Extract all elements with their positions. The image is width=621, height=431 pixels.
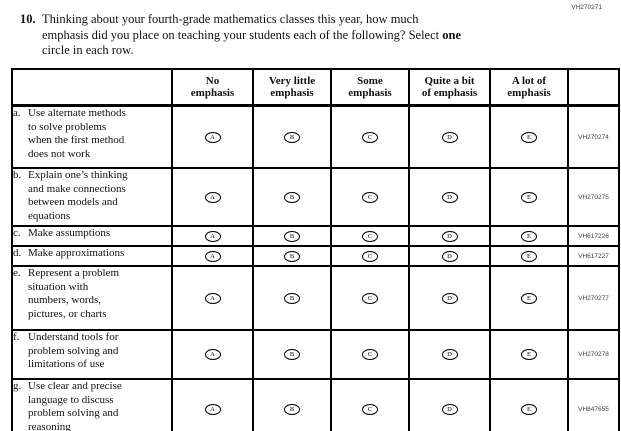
table-row-d: d. Make approximations A B C D E VH617227	[11, 245, 620, 267]
column-header-very-little-emphasis: Very little emphasis	[252, 68, 332, 107]
answer-bubble[interactable]: A	[204, 349, 221, 361]
question-text-part2: circle in each row.	[42, 43, 134, 57]
question-block: 10. Thinking about your fourth-grade mat…	[20, 12, 586, 59]
answer-bubble[interactable]: C	[362, 230, 378, 242]
row-label: b. Explain one’s thinking and make connec…	[11, 167, 173, 227]
answer-bubble[interactable]: C	[362, 250, 378, 262]
table-row-b: b. Explain one’s thinking and make connec…	[11, 167, 620, 227]
question-bold-word: one	[442, 27, 461, 42]
row-code: VH270275	[567, 167, 620, 227]
row-code: VH270277	[567, 265, 620, 331]
answer-bubble[interactable]: C	[362, 403, 378, 415]
column-header-quite-a-bit-of-emphasis: Quite a bit of emphasis	[408, 68, 491, 107]
header-code-blank	[567, 68, 620, 107]
table-row-a: a. Use alternate methods to solve problem…	[11, 104, 620, 169]
emphasis-table: No emphasis Very little emphasis Some empha…	[11, 68, 620, 431]
answer-bubble[interactable]: D	[441, 403, 458, 415]
header-blank	[11, 68, 173, 107]
answer-bubble[interactable]: C	[362, 191, 378, 203]
answer-bubble[interactable]: B	[284, 292, 300, 304]
row-label: c. Make assumptions	[11, 225, 173, 247]
row-code: VH617226	[567, 225, 620, 247]
answer-bubble[interactable]: B	[284, 349, 300, 361]
answer-bubble[interactable]: D	[441, 349, 458, 361]
answer-bubble[interactable]: E	[521, 349, 537, 361]
row-label: f. Understand tools for problem solving a…	[11, 329, 173, 380]
row-code: VH617227	[567, 245, 620, 267]
question-text-part1: Thinking about your fourth-grade mathema…	[42, 12, 440, 42]
column-header-some-emphasis: Some emphasis	[330, 68, 410, 107]
answer-bubble[interactable]: D	[441, 292, 458, 304]
answer-bubble[interactable]: B	[284, 230, 300, 242]
row-label: g. Use clear and precise language to disc…	[11, 378, 173, 431]
answer-bubble[interactable]: E	[521, 403, 537, 415]
answer-bubble[interactable]: E	[521, 131, 537, 143]
column-header-no-emphasis: No emphasis	[171, 68, 254, 107]
answer-bubble[interactable]: A	[204, 403, 221, 415]
answer-bubble[interactable]: B	[284, 191, 300, 203]
row-label: a. Use alternate methods to solve problem…	[11, 104, 173, 169]
table-row-f: f. Understand tools for problem solving a…	[11, 329, 620, 380]
answer-bubble[interactable]: B	[284, 403, 300, 415]
answer-bubble[interactable]: B	[284, 131, 300, 143]
answer-bubble[interactable]: D	[441, 250, 458, 262]
answer-bubble[interactable]: D	[441, 191, 458, 203]
answer-bubble[interactable]: A	[204, 230, 221, 242]
answer-bubble[interactable]: A	[204, 131, 221, 143]
answer-bubble[interactable]: D	[441, 131, 458, 143]
question-text: Thinking about your fourth-grade mathema…	[42, 12, 461, 59]
row-code: VH270278	[567, 329, 620, 380]
row-code: VH847655	[567, 378, 620, 431]
answer-bubble[interactable]: E	[521, 230, 537, 242]
answer-bubble[interactable]: A	[204, 191, 221, 203]
column-header-a-lot-of-emphasis: A lot of emphasis	[489, 68, 569, 107]
question-number: 10.	[20, 12, 36, 26]
answer-bubble[interactable]: E	[521, 191, 537, 203]
form-code: VH270271	[571, 4, 602, 11]
answer-bubble[interactable]: C	[362, 131, 378, 143]
answer-bubble[interactable]: A	[204, 292, 221, 304]
answer-bubble[interactable]: B	[284, 250, 300, 262]
row-label: e. Represent a problem situation with num…	[11, 265, 173, 331]
answer-bubble[interactable]: C	[362, 292, 378, 304]
answer-bubble[interactable]: E	[521, 250, 537, 262]
row-label: d. Make approximations	[11, 245, 173, 267]
header-row: No emphasis Very little emphasis Some empha…	[11, 68, 620, 107]
table-row-e: e. Represent a problem situation with num…	[11, 265, 620, 331]
row-code: VH270274	[567, 104, 620, 169]
answer-bubble[interactable]: A	[204, 250, 221, 262]
answer-bubble[interactable]: D	[441, 230, 458, 242]
table-row-g: g. Use clear and precise language to disc…	[11, 378, 620, 431]
table-row-c: c. Make assumptions A B C D E VH617226	[11, 225, 620, 247]
answer-bubble[interactable]: E	[521, 292, 537, 304]
answer-bubble[interactable]: C	[362, 349, 378, 361]
